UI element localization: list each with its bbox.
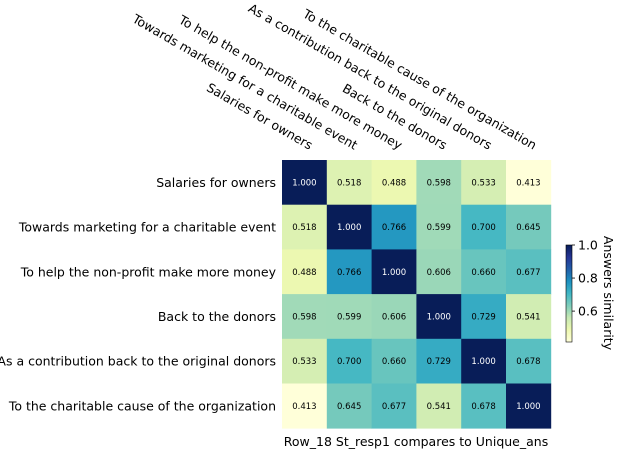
cell-value-label: 1.000 xyxy=(292,178,316,188)
cell-value-label: 0.518 xyxy=(292,223,316,233)
heatmap-cell xyxy=(461,249,507,295)
cell-value-label: 0.533 xyxy=(292,357,316,367)
cell-value-label: 1.000 xyxy=(471,357,495,367)
heatmap-cell xyxy=(371,204,417,250)
heatmap-cell xyxy=(282,249,328,295)
x-axis-label: Row_18 St_resp1 compares to Unique_ans xyxy=(284,434,548,449)
cell-value-label: 0.729 xyxy=(427,357,451,367)
heatmap-cell xyxy=(326,294,372,340)
cell-value-label: 0.488 xyxy=(292,268,316,278)
heatmap-cell-labels: 1.000 0.518 0.488 0.598 0.533 0.413 0.518 1.000… xyxy=(292,178,540,412)
heatmap-cell xyxy=(461,160,507,206)
cell-value-label: 0.518 xyxy=(337,178,361,188)
cell-value-label: 0.700 xyxy=(471,223,495,233)
cell-value-label: 0.645 xyxy=(516,223,540,233)
cell-value-label: 0.677 xyxy=(382,402,406,412)
heatmap-cell xyxy=(326,249,372,295)
cell-value-label: 1.000 xyxy=(337,223,361,233)
colorbar: 0.6 0.8 1.0 xyxy=(565,238,598,343)
cell-value-label: 0.660 xyxy=(382,357,406,367)
cell-value-label: 0.413 xyxy=(516,178,540,188)
cell-value-label: 0.700 xyxy=(337,357,361,367)
heatmap-cell xyxy=(282,204,328,250)
cell-value-label: 0.541 xyxy=(516,312,540,322)
cell-value-label: 0.729 xyxy=(471,312,495,322)
row-label: As a contribution back to the original d… xyxy=(0,354,276,369)
heatmap-cell xyxy=(282,338,328,384)
cell-value-label: 0.678 xyxy=(516,357,540,367)
cell-value-label: 0.598 xyxy=(427,178,451,188)
heatmap-cell xyxy=(461,294,507,340)
heatmap-cell xyxy=(416,249,462,295)
heatmap-cell xyxy=(371,294,417,340)
heatmap-cell xyxy=(371,249,417,295)
row-label: Towards marketing for a charitable event xyxy=(18,220,276,235)
heatmap-cell xyxy=(326,338,372,384)
row-label: Salaries for owners xyxy=(156,175,276,190)
heatmap-cell xyxy=(416,294,462,340)
cell-value-label: 0.677 xyxy=(516,268,540,278)
cell-value-label: 1.000 xyxy=(427,312,451,322)
heatmap-cell xyxy=(506,160,552,206)
cell-value-label: 0.660 xyxy=(471,268,495,278)
cell-value-label: 0.606 xyxy=(382,312,406,322)
heatmap-cell xyxy=(371,383,417,429)
heatmap-cell xyxy=(506,249,552,295)
cell-value-label: 1.000 xyxy=(516,402,540,412)
row-label: To the charitable cause of the organizat… xyxy=(8,398,276,413)
heatmap-cells xyxy=(282,160,552,429)
cell-value-label: 0.606 xyxy=(427,268,451,278)
heatmap-cell xyxy=(282,383,328,429)
heatmap-cell xyxy=(506,383,552,429)
heatmap-cell xyxy=(506,294,552,340)
colorbar-tick-label: 0.8 xyxy=(578,271,598,286)
row-label: Back to the donors xyxy=(158,309,276,324)
colorbar-label: Answers similarity xyxy=(601,236,616,351)
heatmap-cell xyxy=(416,338,462,384)
heatmap-cell xyxy=(326,383,372,429)
heatmap-cell xyxy=(326,204,372,250)
cell-value-label: 1.000 xyxy=(382,268,406,278)
heatmap-cell xyxy=(371,338,417,384)
heatmap-cell xyxy=(371,160,417,206)
colorbar-gradient xyxy=(565,244,573,343)
cell-value-label: 0.766 xyxy=(337,268,361,278)
heatmap-cell xyxy=(416,204,462,250)
heatmap-cell xyxy=(506,338,552,384)
cell-value-label: 0.645 xyxy=(337,402,361,412)
cell-value-label: 0.488 xyxy=(382,178,406,188)
row-label: To help the non-profit make more money xyxy=(20,264,277,279)
cell-value-label: 0.413 xyxy=(292,402,316,412)
heatmap-cell xyxy=(461,338,507,384)
cell-value-label: 0.599 xyxy=(337,312,361,322)
heatmap-cell xyxy=(282,160,328,206)
cell-value-label: 0.533 xyxy=(471,178,495,188)
cell-value-label: 0.766 xyxy=(382,223,406,233)
heatmap-cell xyxy=(461,383,507,429)
heatmap-cell xyxy=(416,160,462,206)
colorbar-tick-label: 1.0 xyxy=(578,238,598,253)
heatmap-cell xyxy=(326,160,372,206)
cell-value-label: 0.598 xyxy=(292,312,316,322)
cell-value-label: 0.678 xyxy=(471,402,495,412)
cell-value-label: 0.599 xyxy=(427,223,451,233)
heatmap-cell xyxy=(282,294,328,340)
heatmap-cell xyxy=(416,383,462,429)
heatmap-cell xyxy=(461,204,507,250)
heatmap-cell xyxy=(506,204,552,250)
cell-value-label: 0.541 xyxy=(427,402,451,412)
colorbar-tick-label: 0.6 xyxy=(578,304,598,319)
row-labels: Salaries for owners Towards marketing for… xyxy=(0,175,277,414)
